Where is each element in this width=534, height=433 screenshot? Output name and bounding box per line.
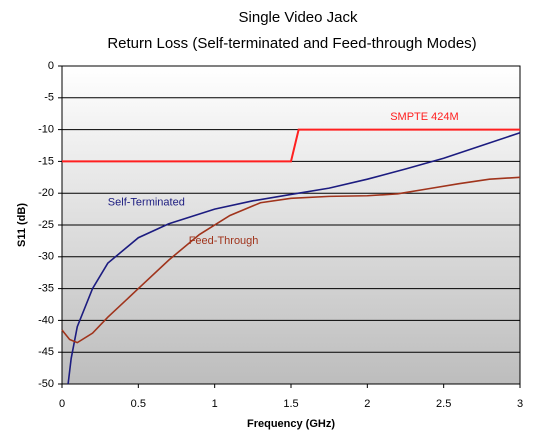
y-tick-label: -20	[38, 187, 54, 199]
x-tick-label: 2.5	[436, 398, 451, 410]
series-label: Feed-Through	[189, 235, 259, 247]
y-tick-label: -5	[44, 92, 54, 104]
y-tick-label: -15	[38, 155, 54, 167]
y-tick-label: 0	[48, 60, 54, 72]
y-tick-label: -30	[38, 251, 54, 263]
y-tick-label: -45	[38, 346, 54, 358]
plot-frame	[61, 65, 521, 385]
x-tick-label: 0.5	[131, 398, 146, 410]
y-axis-label: S11 (dB)	[16, 203, 28, 247]
x-tick-label: 1.5	[283, 398, 298, 410]
series-label: SMPTE 424M	[390, 111, 458, 123]
x-axis-label: Frequency (GHz)	[247, 418, 335, 430]
y-tick-label: -40	[38, 314, 54, 326]
chart-title: Single Video Jack	[239, 9, 358, 26]
series-line	[61, 176, 521, 344]
x-tick-label: 1	[212, 398, 218, 410]
y-tick-label: -35	[38, 283, 54, 295]
x-tick-label: 2	[364, 398, 370, 410]
series-line	[62, 128, 520, 163]
x-tick-label: 0	[59, 398, 65, 410]
series-line	[67, 132, 521, 385]
chart-subtitle: Return Loss (Self-terminated and Feed-th…	[107, 35, 476, 52]
y-tick-label: -50	[38, 378, 54, 390]
x-tick-label: 3	[517, 398, 523, 410]
series-label: Self-Terminated	[108, 197, 185, 209]
y-tick-label: -25	[38, 219, 54, 231]
y-tick-label: -10	[38, 124, 54, 136]
